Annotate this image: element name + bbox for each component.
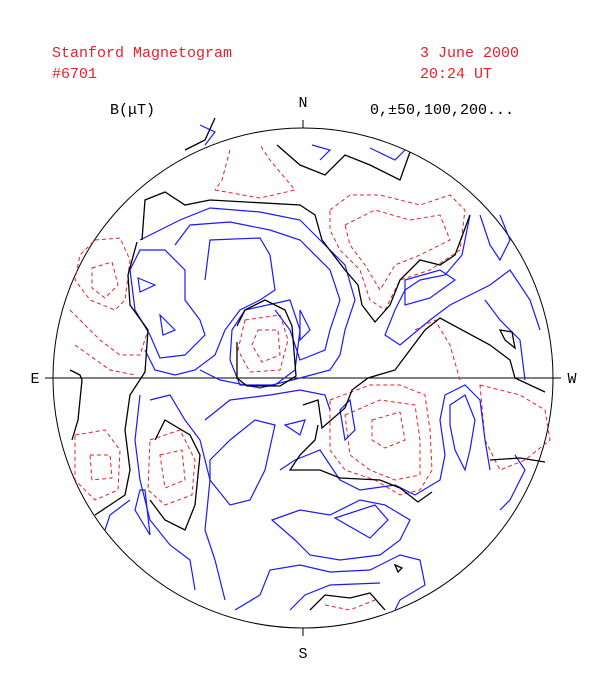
contour: [251, 329, 281, 363]
contour: [324, 599, 376, 611]
title: Stanford Magnetogram: [52, 45, 232, 62]
contour: [144, 237, 276, 376]
contour: [333, 504, 389, 539]
contour: [139, 207, 356, 389]
contour: [134, 394, 196, 591]
contour: [339, 398, 356, 442]
contour: [74, 344, 136, 376]
contour: [344, 209, 451, 291]
neutral-line: [489, 457, 546, 463]
contour: [129, 249, 206, 359]
neutral-line: [149, 419, 201, 531]
neutral-line: [69, 369, 83, 441]
contour: [484, 299, 526, 381]
contour: [404, 269, 457, 306]
contour: [234, 554, 426, 611]
contour: [237, 314, 289, 373]
contour: [299, 309, 311, 342]
contour: [74, 237, 131, 311]
contour: [479, 384, 551, 471]
contour: [91, 261, 119, 299]
contour: [69, 309, 149, 356]
contour: [279, 384, 491, 496]
contour: [159, 449, 186, 489]
time: 20:24 UT: [420, 66, 492, 83]
contour: [449, 394, 476, 472]
contour: [414, 319, 461, 381]
contour: [289, 582, 381, 611]
contour: [104, 499, 131, 531]
map-number: #6701: [52, 66, 97, 83]
neutral-line: [276, 144, 411, 181]
neutral-line: [288, 424, 433, 503]
neutral-line: [302, 317, 546, 430]
positive-contours: [104, 124, 541, 611]
neutral-line: [141, 191, 471, 324]
neutral-line: [236, 299, 297, 387]
east-label: E: [30, 371, 39, 388]
contour: [369, 147, 406, 161]
contour: [137, 277, 157, 293]
north-label: N: [298, 95, 307, 112]
unit-label: B(μT): [110, 102, 155, 119]
contour: [329, 384, 433, 496]
contour: [204, 389, 331, 421]
neutral-lines: [69, 117, 546, 611]
contour-levels: 0,±50,100,200...: [370, 102, 514, 119]
contour: [149, 394, 226, 601]
contour: [199, 124, 216, 146]
contour: [214, 149, 231, 191]
date: 3 June 2000: [420, 45, 519, 62]
contour: [344, 399, 421, 481]
contour: [89, 454, 113, 481]
contour: [74, 429, 121, 501]
contour: [329, 194, 466, 311]
neutral-line: [393, 563, 404, 574]
negative-contours: [69, 144, 551, 611]
contour: [479, 214, 511, 262]
solar-disk: [45, 120, 561, 636]
contour: [384, 214, 541, 346]
neutral-line: [498, 329, 516, 350]
neutral-line: [94, 241, 149, 516]
west-label: W: [567, 371, 576, 388]
contour: [147, 429, 196, 506]
neutral-line: [309, 592, 386, 611]
contour: [499, 454, 526, 511]
contour: [270, 499, 411, 561]
contour: [283, 419, 306, 436]
contour: [229, 299, 301, 386]
contour: [214, 144, 296, 199]
neutral-line: [184, 117, 216, 151]
contour: [134, 489, 151, 536]
contour: [209, 419, 276, 506]
contour: [174, 221, 341, 361]
south-label: S: [298, 646, 307, 663]
contour: [311, 144, 332, 161]
contour: [159, 313, 177, 336]
contour: [371, 411, 406, 449]
